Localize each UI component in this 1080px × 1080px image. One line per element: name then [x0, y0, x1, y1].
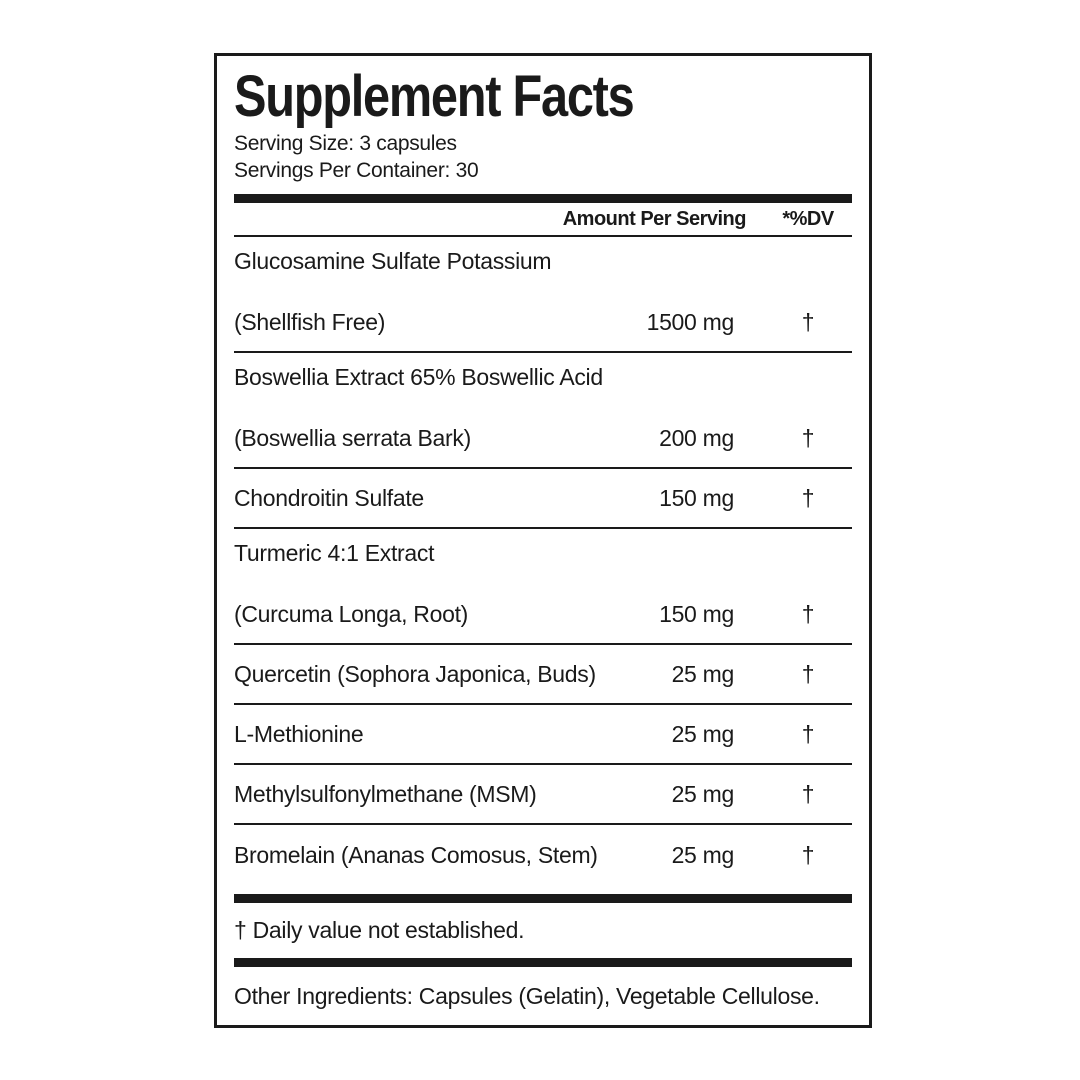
ingredient-name: Chondroitin Sulfate [234, 484, 424, 511]
ingredient-dv: † [801, 780, 815, 807]
ingredient-name-cell: L-Methionine [234, 721, 614, 748]
ingredient-amount: 150 mg [659, 601, 734, 627]
ingredient-dv: † [801, 841, 815, 868]
servings-per-container: Servings Per Container: 30 [234, 159, 479, 182]
thick-divider-bottom [234, 958, 852, 967]
ingredient-subname: (Boswellia serrata Bark) [234, 425, 471, 451]
percent-dv-header: *%DV [782, 207, 834, 230]
other-ingredients: Other Ingredients: Capsules (Gelatin), V… [234, 982, 820, 1009]
ingredient-amount: 200 mg [659, 425, 734, 451]
ingredient-name-cell: Boswellia Extract 65% Boswellic Acid (Bos… [234, 353, 614, 467]
ingredient-name: Quercetin (Sophora Japonica, Buds) [234, 660, 596, 687]
ingredient-row: L-Methionine 25 mg † [234, 705, 852, 765]
ingredient-subname: (Curcuma Longa, Root) [234, 601, 469, 627]
ingredient-dv: † [801, 601, 815, 627]
amount-per-serving-header: Amount Per Serving [562, 207, 747, 230]
ingredient-name-cell: Glucosamine Sulfate Potassium (Shellfish … [234, 237, 614, 351]
ingredient-amount: 25 mg [671, 841, 735, 868]
ingredient-dv: † [801, 484, 815, 511]
ingredient-name: Turmeric 4:1 Extract [234, 540, 435, 566]
ingredient-row: Chondroitin Sulfate 150 mg † [234, 469, 852, 529]
ingredient-amount: 1500 mg [646, 309, 735, 335]
ingredient-dv: † [801, 660, 815, 687]
ingredient-name-cell: Methylsulfonylmethane (MSM) [234, 781, 614, 808]
thick-divider-top [234, 194, 852, 203]
ingredient-row: Methylsulfonylmethane (MSM) 25 mg † [234, 765, 852, 825]
ingredient-name-cell: Chondroitin Sulfate [234, 485, 614, 512]
ingredient-row: Boswellia Extract 65% Boswellic Acid (Bos… [234, 353, 852, 469]
ingredient-name-cell: Quercetin (Sophora Japonica, Buds) [234, 661, 614, 688]
footnote-row: † Daily value not established. [234, 903, 852, 958]
ingredient-row: Turmeric 4:1 Extract (Curcuma Longa, Root… [234, 529, 852, 645]
ingredient-row: Bromelain (Ananas Comosus, Stem) 25 mg † [234, 825, 852, 885]
ingredient-row: Glucosamine Sulfate Potassium (Shellfish … [234, 237, 852, 353]
ingredient-rows: Glucosamine Sulfate Potassium (Shellfish … [234, 237, 852, 885]
label-content: Supplement Facts Serving Size: 3 capsule… [217, 56, 869, 1025]
daily-value-footnote: † Daily value not established. [234, 917, 525, 943]
column-header-row: Amount Per Serving *%DV [234, 203, 852, 237]
serving-info: Serving Size: 3 capsules Servings Per Co… [234, 130, 852, 184]
ingredient-name-cell: Turmeric 4:1 Extract (Curcuma Longa, Root… [234, 529, 614, 643]
ingredient-dv: † [801, 425, 815, 451]
ingredient-dv: † [801, 720, 815, 747]
serving-size: Serving Size: 3 capsules [234, 132, 457, 155]
ingredient-amount: 25 mg [671, 660, 735, 687]
ingredient-name-cell: Bromelain (Ananas Comosus, Stem) [234, 842, 614, 869]
spacer [234, 885, 852, 894]
ingredient-name: Boswellia Extract 65% Boswellic Acid [234, 364, 603, 390]
ingredient-row: Quercetin (Sophora Japonica, Buds) 25 mg † [234, 645, 852, 705]
label-title: Supplement Facts [234, 64, 635, 129]
other-ingredients-row: Other Ingredients: Capsules (Gelatin), V… [234, 967, 852, 1025]
ingredient-subname: (Shellfish Free) [234, 309, 386, 335]
ingredient-amount: 25 mg [671, 780, 735, 807]
thick-divider-middle [234, 894, 852, 903]
ingredient-dv: † [801, 309, 815, 335]
ingredient-name: Glucosamine Sulfate Potassium [234, 248, 552, 274]
supplement-facts-label: Supplement Facts Serving Size: 3 capsule… [214, 53, 872, 1028]
ingredient-amount: 150 mg [659, 484, 734, 511]
ingredient-name: Methylsulfonylmethane (MSM) [234, 780, 537, 807]
ingredient-amount: 25 mg [671, 720, 735, 747]
ingredient-name: Bromelain (Ananas Comosus, Stem) [234, 841, 598, 868]
ingredient-name: L-Methionine [234, 720, 364, 747]
